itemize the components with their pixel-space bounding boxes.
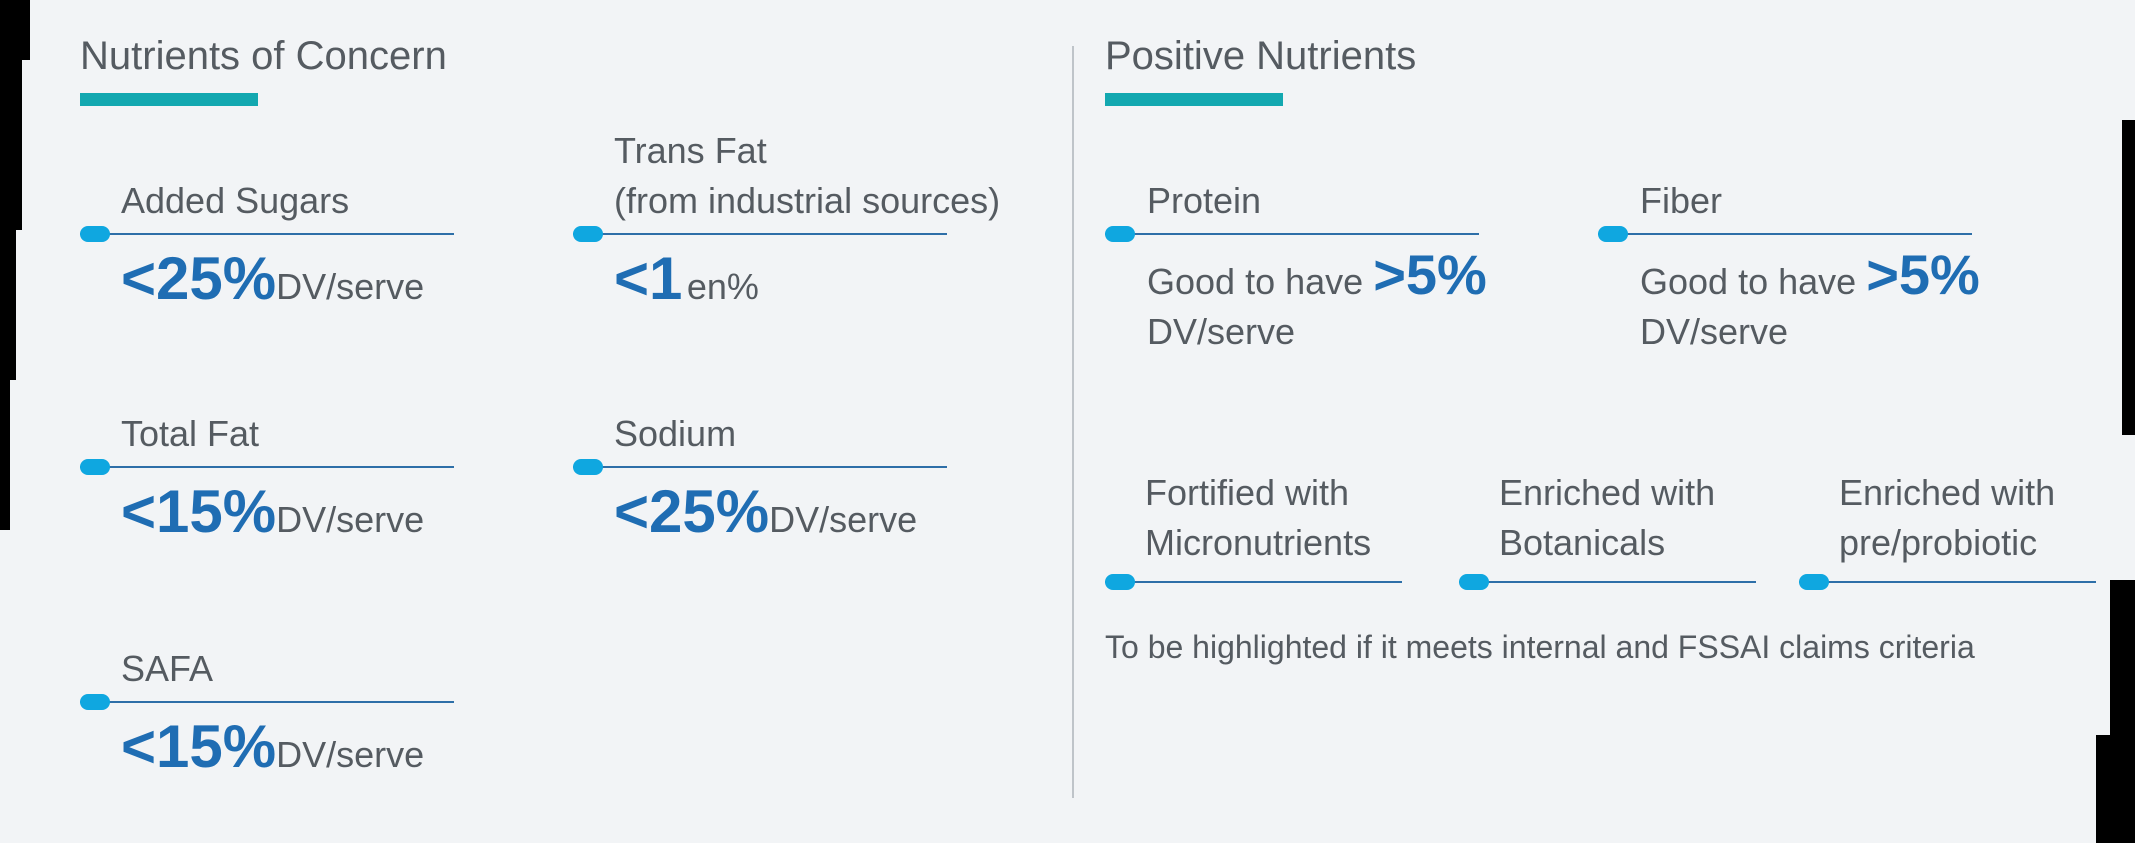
nutrient-label-protein: Protein — [1147, 180, 1262, 221]
claim-line-2: Botanicals — [1499, 522, 1666, 563]
nutrient-rule — [80, 701, 454, 703]
nutrient-label-sodium: Sodium — [614, 413, 737, 454]
nutrient-value-trans-fat: <1 en% — [614, 244, 759, 313]
nutrient-rule — [80, 466, 454, 468]
nutrient-rule — [573, 233, 947, 235]
nutrient-value-sodium: <25%DV/serve — [614, 477, 917, 546]
claim-line-1: Enriched with — [1839, 472, 2056, 513]
value-unit: DV/serve — [276, 734, 425, 775]
value-number: >5% — [1866, 243, 1980, 306]
value-number: <15% — [121, 713, 277, 780]
bullet-dot — [1799, 574, 1829, 590]
value-line: Good to have >5% — [1640, 247, 1980, 307]
value-line: Good to have >5% — [1147, 247, 1487, 307]
value-prefix: Good to have — [1147, 261, 1364, 302]
section-title-underline — [1105, 93, 1283, 106]
value-unit: DV/serve — [276, 499, 425, 540]
nutrient-value-fiber: Good to have >5% DV/serve — [1640, 247, 1980, 357]
claims-note: To be highlighted if it meets internal a… — [1105, 629, 1975, 665]
value-unit: DV/serve — [276, 266, 425, 307]
nutrient-label-total-fat: Total Fat — [121, 413, 260, 454]
nutrient-value-total-fat: <15%DV/serve — [121, 477, 424, 546]
nutrient-value-protein: Good to have >5% DV/serve — [1147, 247, 1487, 357]
nutrient-rule — [1105, 233, 1479, 235]
label-line-1: Trans Fat — [614, 130, 767, 171]
bullet-dot — [573, 459, 603, 475]
nutrient-value-safa: <15%DV/serve — [121, 712, 424, 781]
nutrient-value-added-sugars: <25%DV/serve — [121, 244, 424, 313]
nutrient-label-fiber: Fiber — [1640, 180, 1723, 221]
value-unit: DV/serve — [1640, 311, 1789, 352]
value-number: <25% — [121, 245, 277, 312]
bullet-dot — [1459, 574, 1489, 590]
nutrient-rule — [1598, 233, 1972, 235]
value-number: <15% — [121, 478, 277, 545]
claim-line-2: Micronutrients — [1145, 522, 1372, 563]
section-title-underline — [80, 93, 258, 106]
bullet-dot — [573, 226, 603, 242]
bullet-dot — [80, 694, 110, 710]
nutrient-rule — [573, 466, 947, 468]
claim-enriched-botanicals: Enriched with Botanicals — [1499, 468, 1715, 568]
claim-enriched-probiotic: Enriched with pre/probiotic — [1839, 468, 2055, 568]
nutrient-label-safa: SAFA — [121, 648, 214, 689]
value-unit: en% — [686, 266, 759, 307]
bullet-dot — [80, 226, 110, 242]
value-unit: DV/serve — [1147, 311, 1296, 352]
claim-rule — [1799, 581, 2096, 583]
claim-fortified-micronutrients: Fortified with Micronutrients — [1145, 468, 1371, 568]
claim-rule — [1105, 581, 1402, 583]
bullet-dot — [1598, 226, 1628, 242]
nutrient-label-trans-fat: Trans Fat (from industrial sources) — [614, 126, 1000, 226]
value-number: >5% — [1373, 243, 1487, 306]
value-number: <1 — [614, 245, 683, 312]
claim-line-1: Fortified with — [1145, 472, 1350, 513]
claim-line-2: pre/probiotic — [1839, 522, 2038, 563]
label-line-2: (from industrial sources) — [614, 180, 1001, 221]
value-number: <25% — [614, 478, 770, 545]
bullet-dot — [80, 459, 110, 475]
value-prefix: Good to have — [1640, 261, 1857, 302]
bullet-dot — [1105, 226, 1135, 242]
section-title-nutrients-of-concern: Nutrients of Concern — [80, 34, 447, 78]
claim-line-1: Enriched with — [1499, 472, 1716, 513]
bullet-dot — [1105, 574, 1135, 590]
nutrient-rule — [80, 233, 454, 235]
claim-rule — [1459, 581, 1756, 583]
value-unit: DV/serve — [769, 499, 918, 540]
nutrient-label-added-sugars: Added Sugars — [121, 180, 350, 221]
section-divider — [1072, 46, 1074, 798]
section-title-positive-nutrients: Positive Nutrients — [1105, 34, 1417, 78]
